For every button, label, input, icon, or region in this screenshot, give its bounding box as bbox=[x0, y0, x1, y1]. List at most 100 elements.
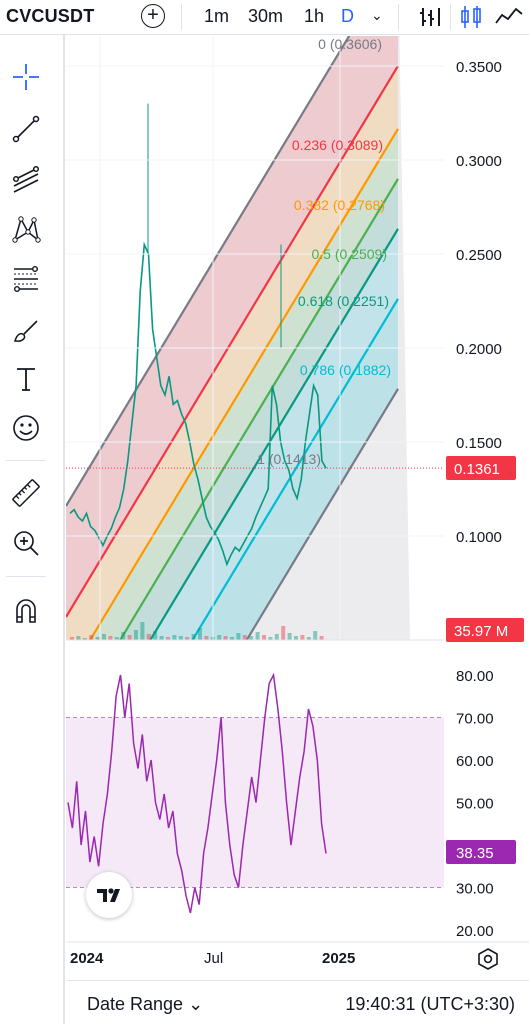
fib-level-line bbox=[245, 388, 399, 640]
rsi-axis-label: 60.00 bbox=[456, 753, 494, 770]
date-range-button[interactable]: Date Range ⌄ bbox=[87, 994, 203, 1015]
brush-icon[interactable] bbox=[8, 313, 44, 349]
volume-bar bbox=[102, 634, 106, 640]
gann-icon[interactable] bbox=[8, 261, 44, 297]
fib-level-line bbox=[149, 228, 399, 640]
fib-level-line bbox=[66, 36, 351, 507]
fib-level-line bbox=[88, 128, 399, 640]
volume-bar bbox=[82, 638, 87, 640]
time-axis-label: Jul bbox=[204, 950, 223, 967]
current-price-badge bbox=[446, 456, 516, 480]
volume-bar bbox=[108, 636, 113, 640]
zoom-in-icon[interactable] bbox=[8, 525, 44, 561]
fib-channel-icon[interactable] bbox=[8, 161, 44, 197]
divider bbox=[181, 4, 182, 30]
volume-bar bbox=[134, 630, 138, 640]
rsi-axis-label: 50.00 bbox=[456, 796, 494, 813]
fib-level-line bbox=[118, 178, 399, 640]
bottom-bar: Date Range ⌄ 19:40:31 (UTC+3:30) bbox=[66, 980, 529, 1025]
crosshair-icon[interactable] bbox=[8, 59, 44, 95]
fib-level-label: 0.236 (0.3089) bbox=[292, 137, 383, 153]
volume-bar bbox=[268, 637, 273, 640]
volume-bar bbox=[140, 622, 145, 640]
volume-bar bbox=[70, 637, 74, 640]
divider bbox=[450, 4, 451, 30]
indicators-icon[interactable] bbox=[494, 5, 524, 34]
volume-bar bbox=[198, 628, 202, 640]
volume-bar bbox=[121, 632, 126, 640]
bar-style-icon[interactable] bbox=[418, 5, 442, 34]
timeframe-1h[interactable]: 1h bbox=[304, 6, 325, 26]
timeframe-1m[interactable]: 1m bbox=[204, 6, 230, 26]
add-symbol-button[interactable]: + bbox=[141, 4, 165, 28]
volume-bar bbox=[76, 636, 81, 640]
rsi-series bbox=[67, 672, 327, 914]
drawing-toolbar bbox=[0, 35, 52, 1024]
fib-level-label: 0.382 (0.2768) bbox=[294, 197, 385, 213]
volume-bar bbox=[230, 637, 234, 640]
clock-timezone[interactable]: 19:40:31 (UTC+3:30) bbox=[345, 994, 515, 1014]
volume-badge bbox=[446, 618, 524, 642]
fib-level-line bbox=[66, 65, 399, 618]
price-series bbox=[69, 241, 327, 567]
fib-level-label: 0.618 (0.2251) bbox=[298, 293, 389, 309]
emoji-icon[interactable] bbox=[8, 410, 44, 446]
timeframe-30m[interactable]: 30m bbox=[248, 6, 284, 26]
volume-bar bbox=[262, 635, 266, 640]
volume-bar bbox=[306, 637, 311, 640]
fib-band bbox=[66, 36, 398, 617]
rsi-value-badge bbox=[446, 840, 516, 865]
fib-band bbox=[66, 65, 398, 640]
price-axis-label: 0.2000 bbox=[456, 341, 502, 358]
volume-bar bbox=[294, 636, 298, 640]
trend-line-icon[interactable] bbox=[8, 111, 44, 147]
divider bbox=[6, 460, 46, 461]
candles-icon[interactable] bbox=[460, 5, 486, 34]
fib-level-line bbox=[191, 298, 399, 640]
price-axis-label: 0.2500 bbox=[456, 247, 502, 264]
current-price-value: 0.1361 bbox=[454, 461, 500, 478]
price-axis-label: 0.3500 bbox=[456, 59, 502, 76]
price-axis-label: 0.1500 bbox=[456, 435, 502, 452]
ruler-icon[interactable] bbox=[8, 475, 44, 511]
volume-bar bbox=[217, 635, 222, 640]
volume-bar bbox=[185, 637, 190, 640]
rsi-axis-label: 70.00 bbox=[456, 711, 494, 728]
pattern-icon[interactable] bbox=[8, 211, 44, 247]
price-axis-label: 0.3000 bbox=[456, 153, 502, 170]
symbol-name[interactable]: CVCUSDT bbox=[6, 6, 95, 26]
chevron-down-icon: ⌄ bbox=[188, 994, 204, 1014]
timeframe-d[interactable]: D bbox=[341, 6, 354, 26]
volume-bar bbox=[191, 634, 196, 640]
volume-bar bbox=[204, 636, 209, 640]
text-icon[interactable] bbox=[8, 361, 44, 397]
volume-bar bbox=[159, 636, 164, 640]
volume-bar bbox=[114, 637, 119, 640]
volume-bar bbox=[274, 634, 279, 640]
magnet-icon[interactable] bbox=[8, 593, 44, 629]
settings-gear-icon[interactable] bbox=[477, 948, 499, 975]
volume-bar bbox=[255, 632, 260, 640]
volume-bar bbox=[178, 636, 183, 640]
volume-bar bbox=[319, 636, 324, 640]
rsi-axis-label: 80.00 bbox=[456, 668, 494, 685]
sidebar-divider bbox=[63, 35, 65, 1024]
fib-level-label: 0.786 (0.1882) bbox=[300, 362, 391, 378]
volume-bar bbox=[95, 637, 100, 640]
volume-bar bbox=[127, 635, 132, 640]
volume-bar bbox=[89, 635, 94, 640]
fib-level-label: 0.5 (0.2509) bbox=[312, 246, 388, 262]
divider bbox=[398, 4, 399, 30]
volume-bar bbox=[242, 635, 247, 640]
fib-level-label: 0 (0.3606) bbox=[318, 36, 382, 52]
fib-level-label: 1 (0.1413) bbox=[257, 451, 321, 467]
divider bbox=[6, 576, 46, 577]
chevron-down-icon[interactable]: ⌄ bbox=[371, 7, 383, 23]
volume-bar bbox=[236, 633, 241, 640]
volume-bar bbox=[249, 636, 254, 640]
time-axis-label: 2025 bbox=[322, 950, 355, 967]
tradingview-logo[interactable] bbox=[86, 872, 132, 918]
volume-bar bbox=[166, 637, 170, 640]
volume-value: 35.97 M bbox=[454, 623, 508, 640]
